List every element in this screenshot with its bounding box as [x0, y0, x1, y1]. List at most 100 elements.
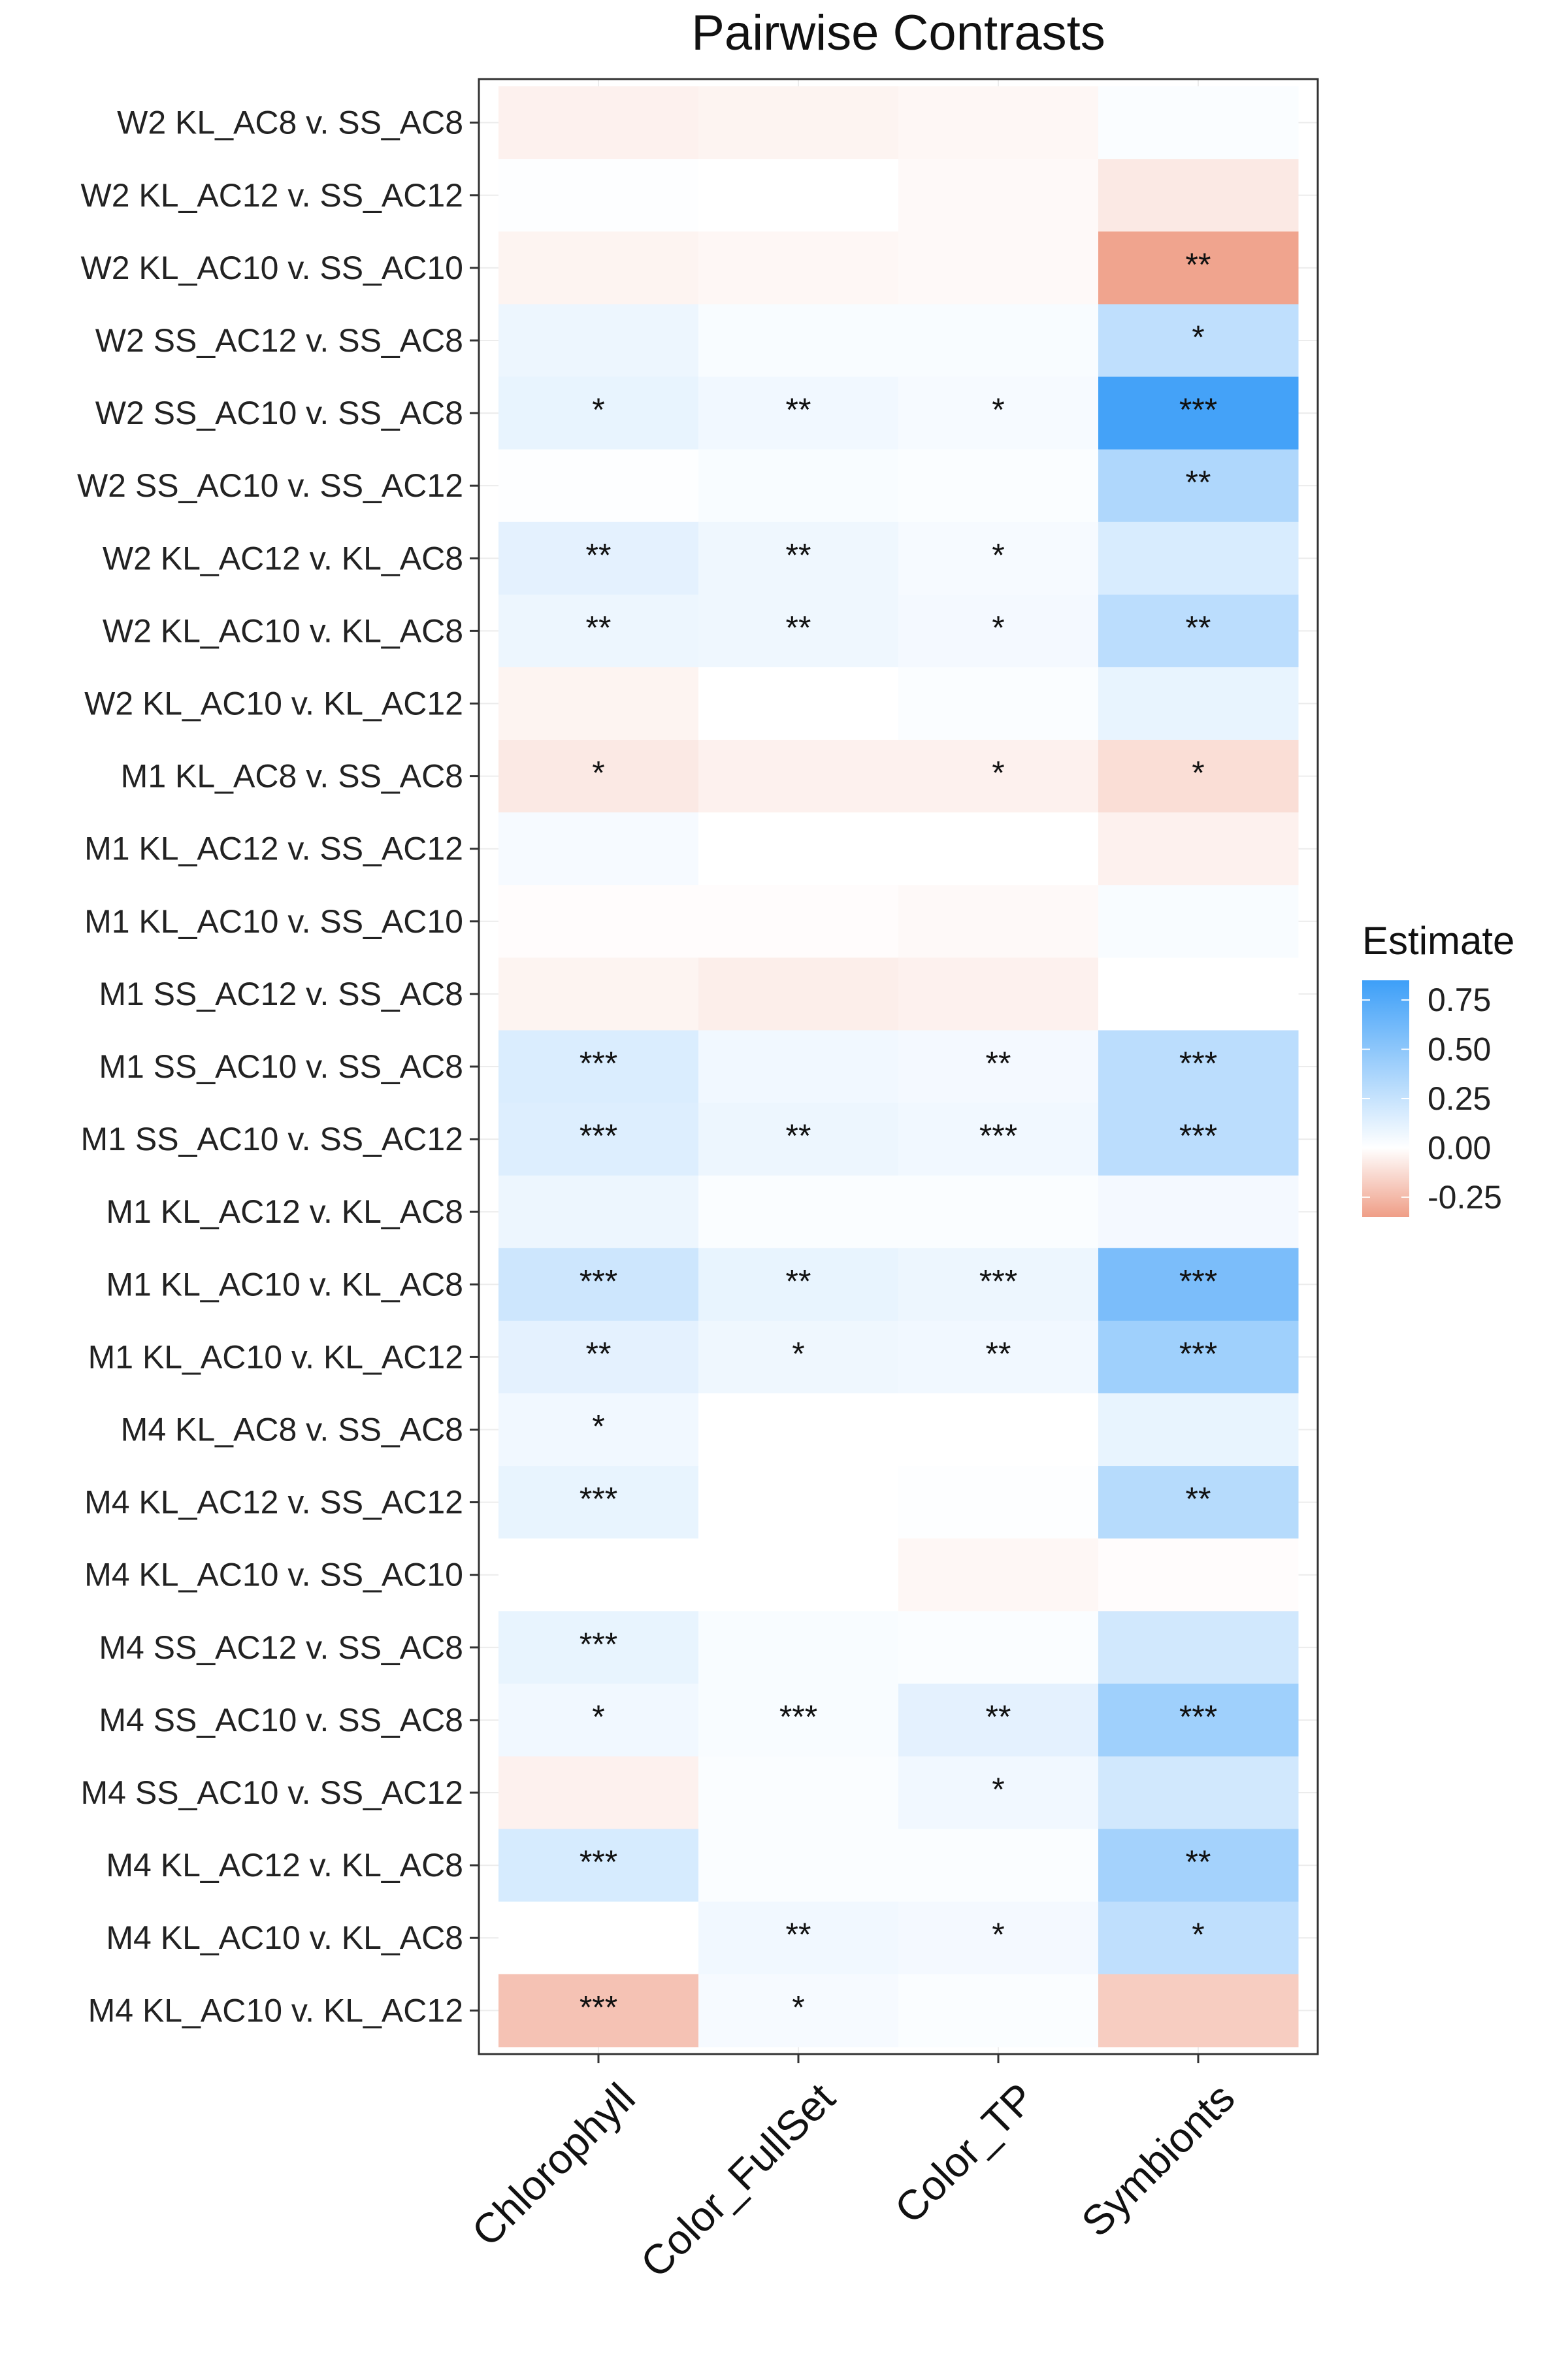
- heatmap-cell: [498, 1829, 699, 1902]
- heatmap-cell: [1098, 740, 1299, 813]
- heatmap-cell: [898, 1175, 1099, 1249]
- y-tick-label: M1 KL_AC12 v. SS_AC12: [84, 831, 463, 867]
- significance-label: ***: [580, 1989, 617, 2025]
- heatmap-cell: [898, 1248, 1099, 1321]
- y-tick-label: M4 SS_AC12 v. SS_AC8: [99, 1629, 463, 1666]
- heatmap-cell: [498, 231, 699, 305]
- heatmap-cell: [698, 1611, 899, 1684]
- significance-label: ***: [580, 1263, 617, 1299]
- significance-labels: **** ** * ******* ** *** ** * *** * **** ** ****** **…: [580, 246, 1217, 2025]
- y-axis: W2 KL_AC8 v. SS_AC8 W2 KL_AC12 v. SS_AC12…: [77, 105, 479, 2029]
- heatmap-cell: [498, 86, 699, 159]
- heatmap-cell: [498, 1684, 699, 1757]
- heatmap-cell: [1098, 1611, 1299, 1684]
- heatmap-cell: [1098, 1248, 1299, 1321]
- heatmap-cell: [698, 1756, 899, 1830]
- y-tick-label: W2 KL_AC8 v. SS_AC8: [117, 105, 463, 141]
- significance-label: ***: [580, 1481, 617, 1518]
- significance-label: *: [592, 1408, 604, 1445]
- heatmap-cell: [898, 304, 1099, 378]
- heatmap-cell: [498, 1103, 699, 1176]
- heatmap-cell: [898, 1901, 1099, 1975]
- heatmap-cell: [698, 449, 899, 523]
- significance-label: *: [592, 391, 604, 428]
- y-tick-label: M1 KL_AC10 v. SS_AC10: [84, 903, 463, 940]
- heatmap-cell: [498, 1466, 699, 1539]
- significance-label: ***: [580, 1045, 617, 1082]
- significance-label: **: [786, 1916, 811, 1953]
- heatmap-cell: [698, 1320, 899, 1394]
- significance-label: **: [786, 609, 811, 646]
- heatmap-cell: [698, 1901, 899, 1975]
- heatmap-cell: [898, 1684, 1099, 1757]
- y-tick-label: M1 SS_AC10 v. SS_AC8: [99, 1048, 463, 1085]
- significance-label: **: [786, 537, 811, 573]
- heatmap-cell: [898, 594, 1099, 668]
- heatmap-cell: [698, 1175, 899, 1249]
- heatmap-cell: [1098, 376, 1299, 450]
- heatmap-cell: [698, 594, 899, 668]
- significance-label: *: [1192, 319, 1204, 356]
- heatmap-cell: [1098, 1538, 1299, 1612]
- y-tick-label: W2 KL_AC12 v. SS_AC12: [81, 177, 463, 214]
- significance-label: ***: [580, 1118, 617, 1154]
- significance-label: ***: [779, 1699, 817, 1735]
- heatmap-cell: [498, 1756, 699, 1830]
- heatmap-cell: [698, 1393, 899, 1467]
- heatmap-cell: [898, 1393, 1099, 1467]
- significance-label: **: [1186, 246, 1211, 283]
- significance-label: *: [592, 1699, 604, 1735]
- legend-tick-label: 0.50: [1428, 1031, 1491, 1068]
- y-tick-label: W2 KL_AC10 v. SS_AC10: [81, 250, 463, 286]
- y-tick-label: W2 SS_AC10 v. SS_AC8: [95, 395, 463, 431]
- y-tick-label: W2 KL_AC10 v. KL_AC12: [84, 685, 463, 722]
- heatmap-cell: [498, 522, 699, 595]
- heatmap-cell: [898, 667, 1099, 740]
- significance-label: ***: [1179, 1263, 1217, 1299]
- x-tick-label: Color_FullSet: [632, 2074, 844, 2287]
- heatmap-cell: [1098, 1756, 1299, 1830]
- heatmap-cell: [498, 1901, 699, 1975]
- heatmap-cell: [498, 1538, 699, 1612]
- significance-label: *: [792, 1335, 804, 1372]
- significance-label: **: [1186, 1481, 1211, 1518]
- heatmap-cell: [1098, 1393, 1299, 1467]
- heatmap-cell: [1098, 957, 1299, 1031]
- heatmap-cell: [1098, 1829, 1299, 1902]
- heatmap-cell: [1098, 594, 1299, 668]
- heatmap-cell: [898, 1320, 1099, 1394]
- significance-label: **: [1186, 609, 1211, 646]
- heatmap-cell: [898, 1538, 1099, 1612]
- significance-label: *: [1192, 755, 1204, 791]
- significance-label: ***: [1179, 1118, 1217, 1154]
- significance-label: *: [592, 755, 604, 791]
- heatmap-cell: [498, 376, 699, 450]
- heatmap-cell: [898, 1829, 1099, 1902]
- heatmap-cell: [698, 1466, 899, 1539]
- significance-label: ***: [1179, 391, 1217, 428]
- heatmap-cell: [1098, 1684, 1299, 1757]
- heatmap-cell: [698, 1103, 899, 1176]
- y-tick-label: W2 SS_AC12 v. SS_AC8: [95, 322, 463, 359]
- heatmap-cell: [898, 86, 1099, 159]
- heatmap-cell: [1098, 231, 1299, 305]
- heatmap-cell: [1098, 522, 1299, 595]
- significance-label: *: [992, 755, 1004, 791]
- heatmap-cell: [1098, 1103, 1299, 1176]
- heatmap-cell: [698, 522, 899, 595]
- heatmap-cell: [898, 231, 1099, 305]
- x-tick-label: Chlorophyll: [463, 2074, 644, 2255]
- significance-label: *: [992, 1771, 1004, 1808]
- heatmap-cell: [698, 740, 899, 813]
- heatmap-cell: [1098, 1320, 1299, 1394]
- heatmap-cell: [898, 740, 1099, 813]
- x-tick-label: Symbionts: [1072, 2074, 1243, 2246]
- heatmap-cell: [698, 1030, 899, 1104]
- significance-label: **: [986, 1045, 1011, 1082]
- heatmap-cell: [1098, 885, 1299, 958]
- heatmap-cell: [898, 1103, 1099, 1176]
- heatmap-cell: [698, 1538, 899, 1612]
- y-tick-label: M4 SS_AC10 v. SS_AC12: [81, 1774, 463, 1811]
- heatmap-cell: [498, 1393, 699, 1467]
